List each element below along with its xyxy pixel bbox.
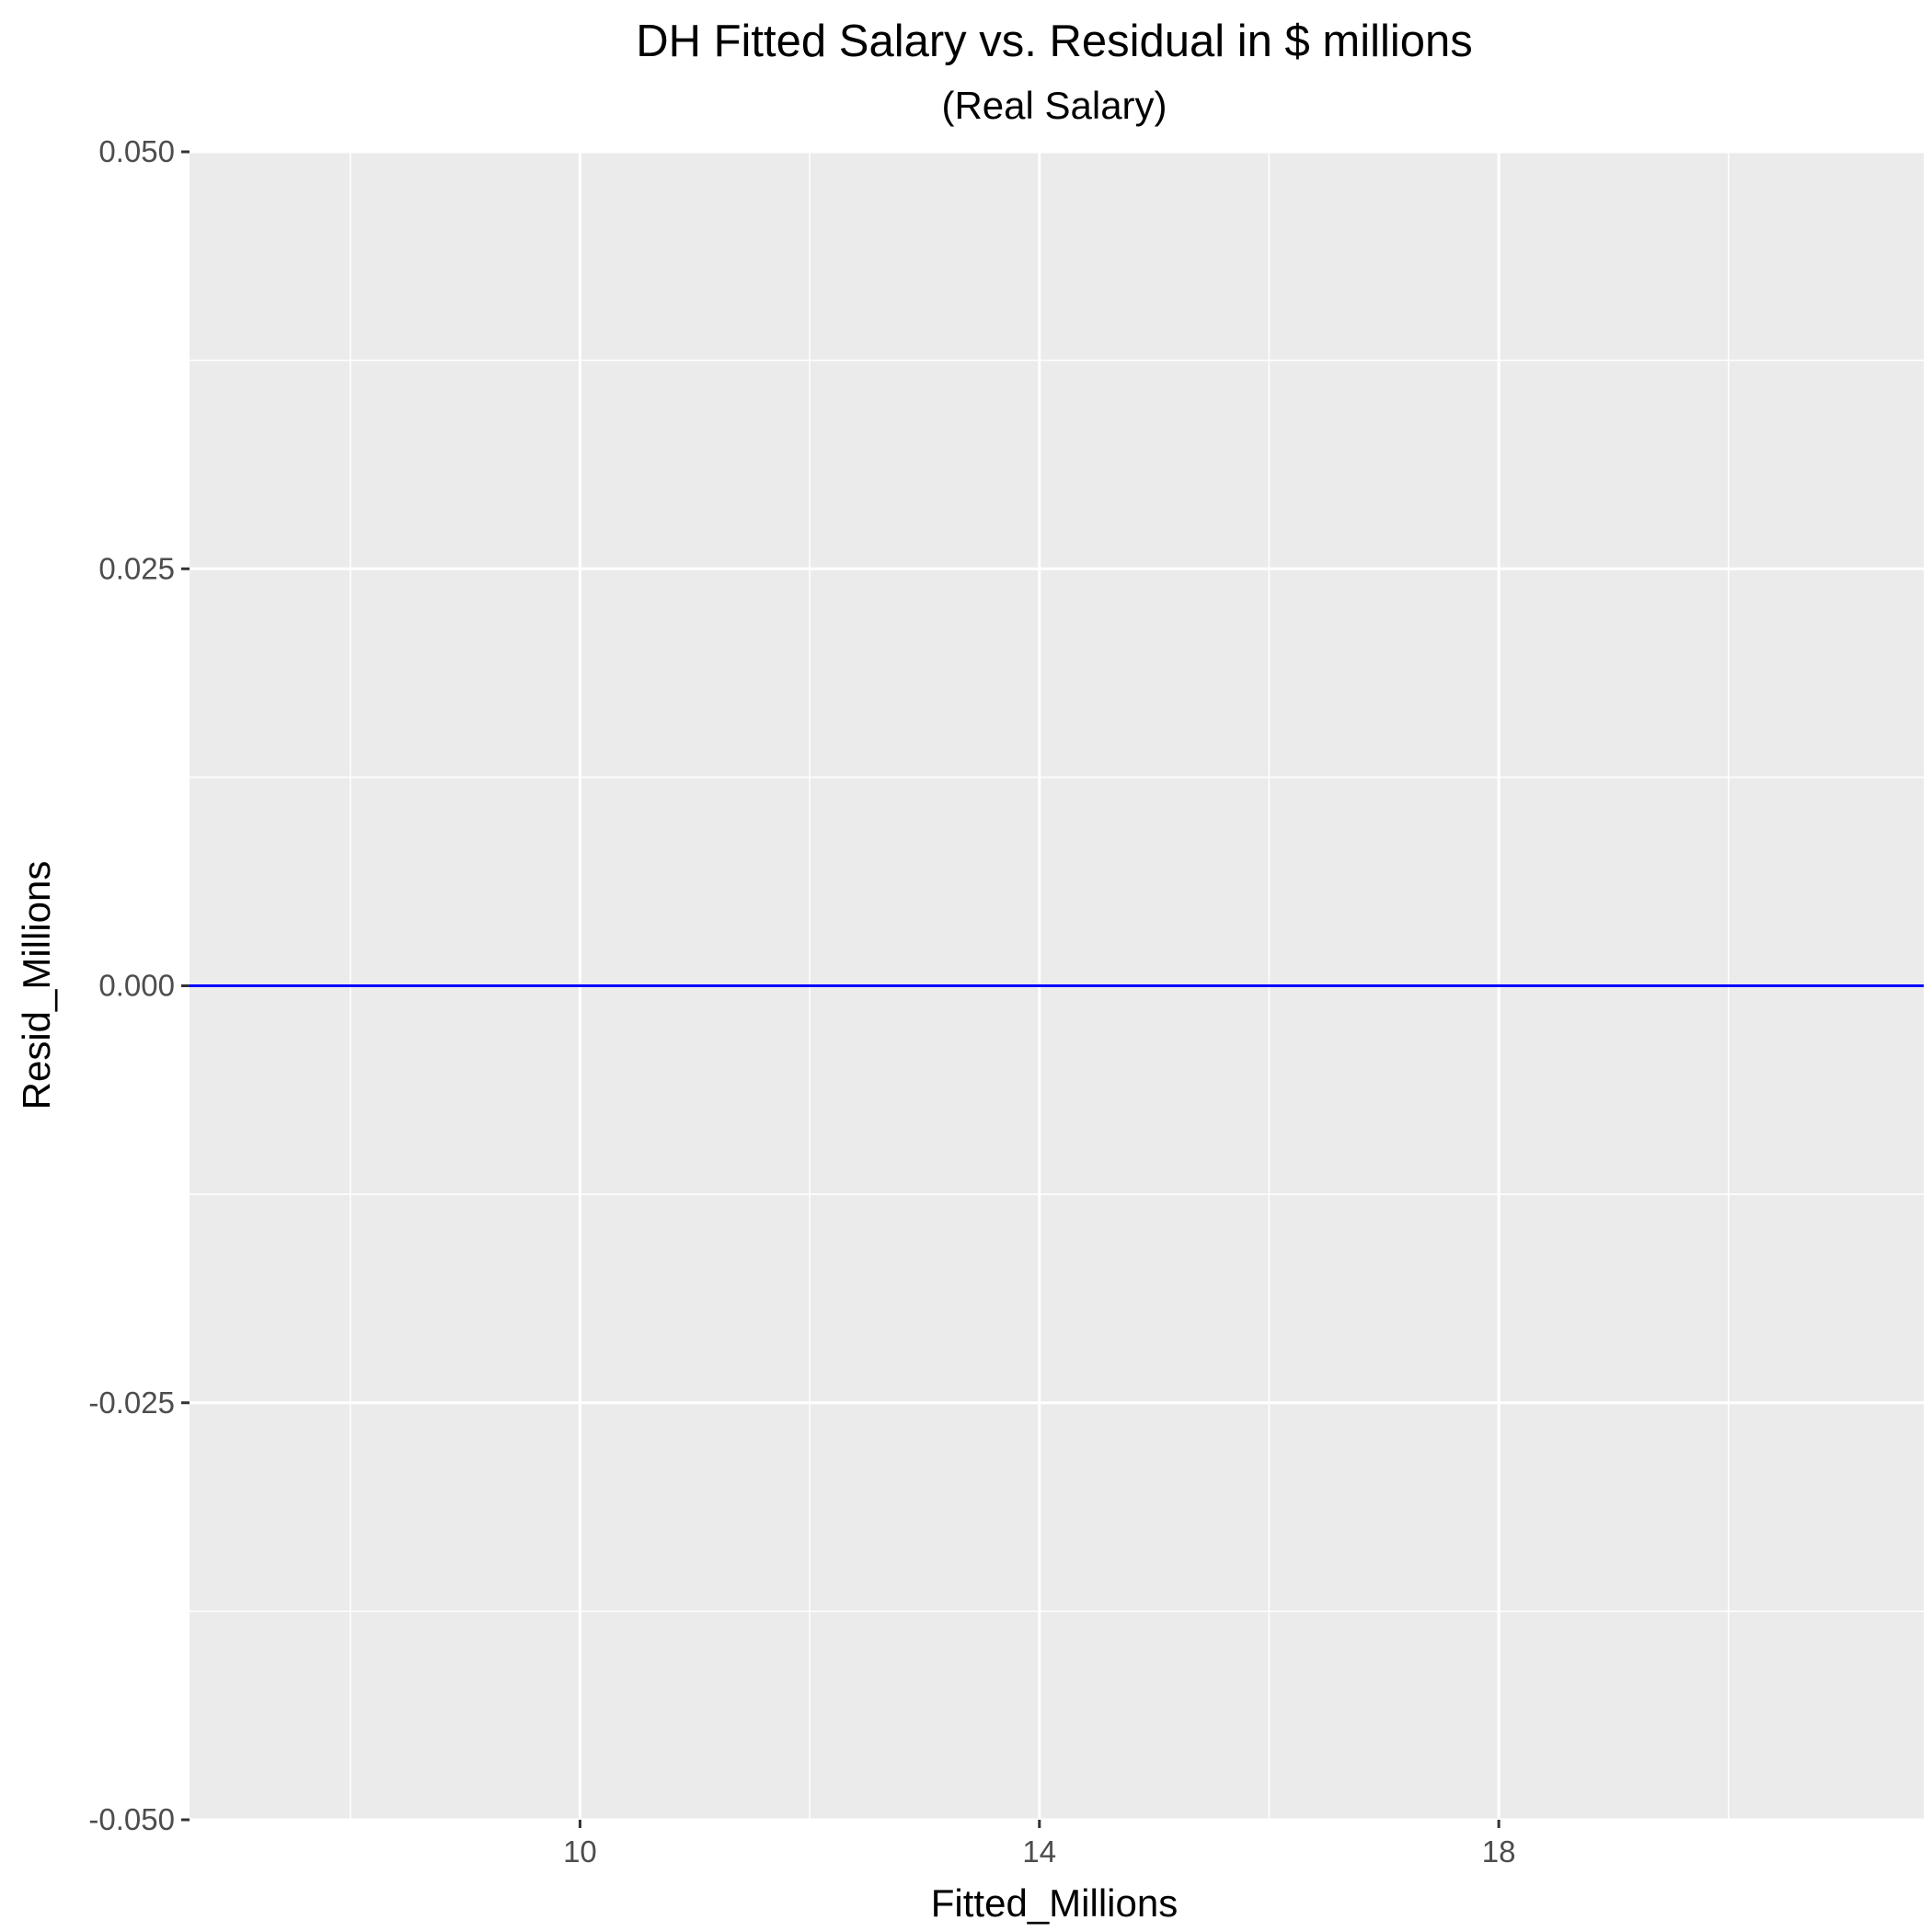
y-axis-title: Resid_Millions: [15, 861, 58, 1110]
chart-subtitle: (Real Salary): [941, 84, 1167, 127]
y-tick-label-3: 0.025: [98, 551, 175, 585]
x-tick-label-2: 18: [1482, 1834, 1516, 1869]
y-tick-label-1: -0.025: [88, 1386, 175, 1420]
y-tick-label-4: 0.050: [98, 134, 175, 168]
y-tick-label-0: -0.050: [88, 1802, 175, 1836]
x-axis: 10 14 18: [563, 1820, 1515, 1869]
x-axis-title: Fitted_Millions: [931, 1881, 1178, 1925]
x-tick-label-1: 14: [1022, 1834, 1056, 1869]
y-axis: -0.050 -0.025 0.000 0.025 0.050: [88, 134, 190, 1836]
x-tick-label-0: 10: [563, 1834, 597, 1869]
chart-title: DH Fitted Salary vs. Residual in $ milli…: [636, 17, 1473, 66]
y-tick-label-2: 0.000: [98, 969, 175, 1003]
